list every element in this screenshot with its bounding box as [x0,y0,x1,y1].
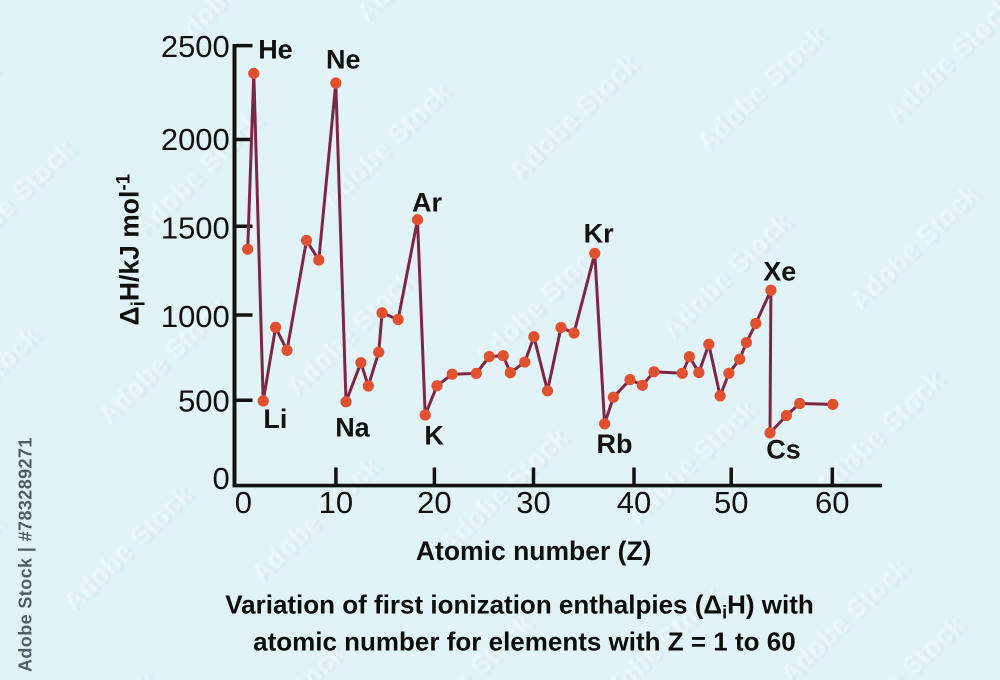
svg-text:Cs: Cs [766,435,801,465]
svg-text:1000: 1000 [161,299,230,334]
svg-text:30: 30 [516,485,550,520]
svg-text:60: 60 [815,485,849,520]
svg-text:ΔiH/kJ mol-1: ΔiH/kJ mol-1 [114,173,150,325]
svg-text:Kr: Kr [584,219,614,249]
svg-text:1500: 1500 [161,211,230,246]
svg-text:Rb: Rb [597,429,633,459]
svg-text:2500: 2500 [161,29,230,64]
svg-text:0: 0 [235,485,252,520]
svg-text:He: He [258,35,293,65]
svg-text:40: 40 [617,485,651,520]
svg-text:Atomic number (Z): Atomic number (Z) [416,536,652,566]
svg-text:0: 0 [213,461,230,496]
svg-text:atomic number for elements wit: atomic number for elements with Z = 1 to… [253,627,796,657]
svg-text:Variation of first ionization: Variation of first ionization enthalpies… [225,590,814,623]
svg-text:Li: Li [263,404,287,434]
svg-text:Adobe Stock | #783289271: Adobe Stock | #783289271 [16,437,36,672]
svg-text:10: 10 [319,485,353,520]
svg-text:50: 50 [714,485,748,520]
svg-text:Xe: Xe [763,256,796,286]
svg-text:20: 20 [417,485,451,520]
svg-text:Na: Na [335,413,370,443]
svg-text:K: K [424,421,444,451]
svg-text:Ne: Ne [326,44,361,74]
svg-text:Ar: Ar [412,187,442,217]
svg-text:2000: 2000 [161,122,230,157]
svg-text:500: 500 [178,384,230,419]
